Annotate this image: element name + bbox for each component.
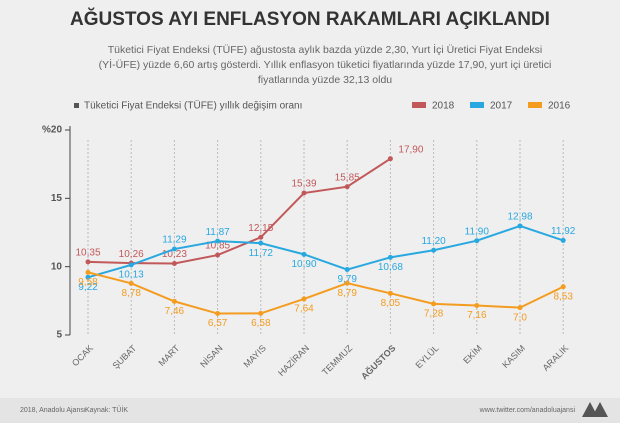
legend-label: 2018	[432, 101, 455, 112]
legend-label: 2017	[490, 101, 513, 112]
value-label: 7,46	[165, 306, 185, 317]
point	[301, 251, 307, 257]
footer-band	[0, 398, 620, 423]
value-label: 8,53	[553, 291, 573, 302]
subtitle: (Yİ-ÜFE) yüzde 6,60 artış gösterdi. Yıll…	[99, 58, 552, 71]
value-label: 10,26	[119, 249, 144, 260]
point	[344, 280, 350, 286]
value-label: 12,15	[248, 223, 273, 234]
value-label: 6,58	[251, 318, 271, 329]
point	[215, 252, 221, 258]
value-label: 10,13	[119, 270, 144, 281]
value-label: 6,57	[208, 318, 228, 329]
value-label: 8,78	[121, 288, 141, 299]
point	[215, 311, 221, 317]
point	[215, 238, 221, 244]
point	[128, 280, 134, 286]
point	[474, 302, 480, 308]
y-tick-label: 5	[56, 330, 62, 341]
note-marker	[74, 103, 79, 108]
value-label: 9,22	[78, 282, 98, 293]
value-label: 10,68	[378, 262, 403, 273]
series-line	[87, 224, 564, 279]
value-label: 15,85	[335, 172, 360, 183]
value-label: 10,90	[291, 259, 316, 270]
value-label: 11,29	[162, 235, 187, 246]
point	[85, 259, 91, 265]
value-label: 12,98	[507, 212, 532, 223]
subtitle: Tüketici Fiyat Endeksi (TÜFE) ağustosta …	[108, 43, 543, 56]
value-label: 11,20	[421, 236, 446, 247]
value-label: 9,79	[337, 274, 357, 285]
point	[517, 223, 523, 229]
source: Kaynak: TÜİK	[85, 405, 128, 414]
point	[128, 262, 134, 268]
legend-swatch	[528, 102, 542, 108]
point	[301, 190, 307, 196]
value-label: 10,23	[162, 249, 187, 260]
value-label: 9,58	[78, 277, 98, 288]
subtitle: fiyatlarında yüzde 32,13 oldu	[258, 74, 392, 86]
point	[85, 274, 91, 280]
point	[301, 296, 307, 302]
value-label: 7,64	[294, 304, 314, 315]
note: Tüketici Fiyat Endeksi (TÜFE) yıllık değ…	[84, 100, 302, 112]
url: www.twitter.com/anadoluajansi	[479, 407, 576, 414]
value-label: 15,39	[291, 179, 316, 190]
value-label: 7,28	[424, 308, 444, 319]
value-label: 11,72	[249, 248, 274, 259]
value-label: 8,79	[337, 288, 357, 299]
y-tick-label: %20	[42, 125, 62, 136]
point	[387, 156, 393, 162]
point	[85, 269, 91, 275]
point	[258, 240, 264, 246]
value-label: 17,90	[398, 144, 423, 155]
point	[171, 298, 177, 304]
point	[387, 254, 393, 260]
value-label: 8,05	[381, 298, 401, 309]
point	[171, 261, 177, 267]
value-label: 7,0	[513, 312, 527, 323]
legend-label: 2016	[548, 101, 571, 112]
point	[560, 284, 566, 290]
logo	[582, 402, 608, 417]
value-label: 11,90	[465, 226, 490, 237]
chart-title: AĞUSTOS AYI ENFLASYON RAKAMLARI AÇIKLAND…	[70, 8, 550, 30]
copyright: 2018, Anadolu Ajansı	[20, 407, 86, 414]
point	[258, 234, 264, 240]
point	[171, 246, 177, 252]
point	[258, 310, 264, 316]
y-tick-label: 15	[51, 193, 63, 204]
point	[431, 301, 437, 307]
point	[560, 237, 566, 243]
point	[387, 290, 393, 296]
value-label: 10,35	[75, 248, 100, 259]
y-tick-label: 10	[51, 261, 63, 272]
value-label: 11,87	[205, 227, 230, 238]
point	[517, 305, 523, 311]
legend-swatch	[412, 102, 426, 108]
legend-swatch	[470, 102, 484, 108]
value-label: 10,85	[205, 241, 230, 252]
point	[431, 247, 437, 253]
series-line	[87, 271, 564, 315]
value-label: 7,16	[467, 310, 487, 321]
point	[344, 267, 350, 273]
point	[474, 238, 480, 244]
value-label: 11,92	[551, 226, 576, 237]
point	[344, 184, 350, 190]
